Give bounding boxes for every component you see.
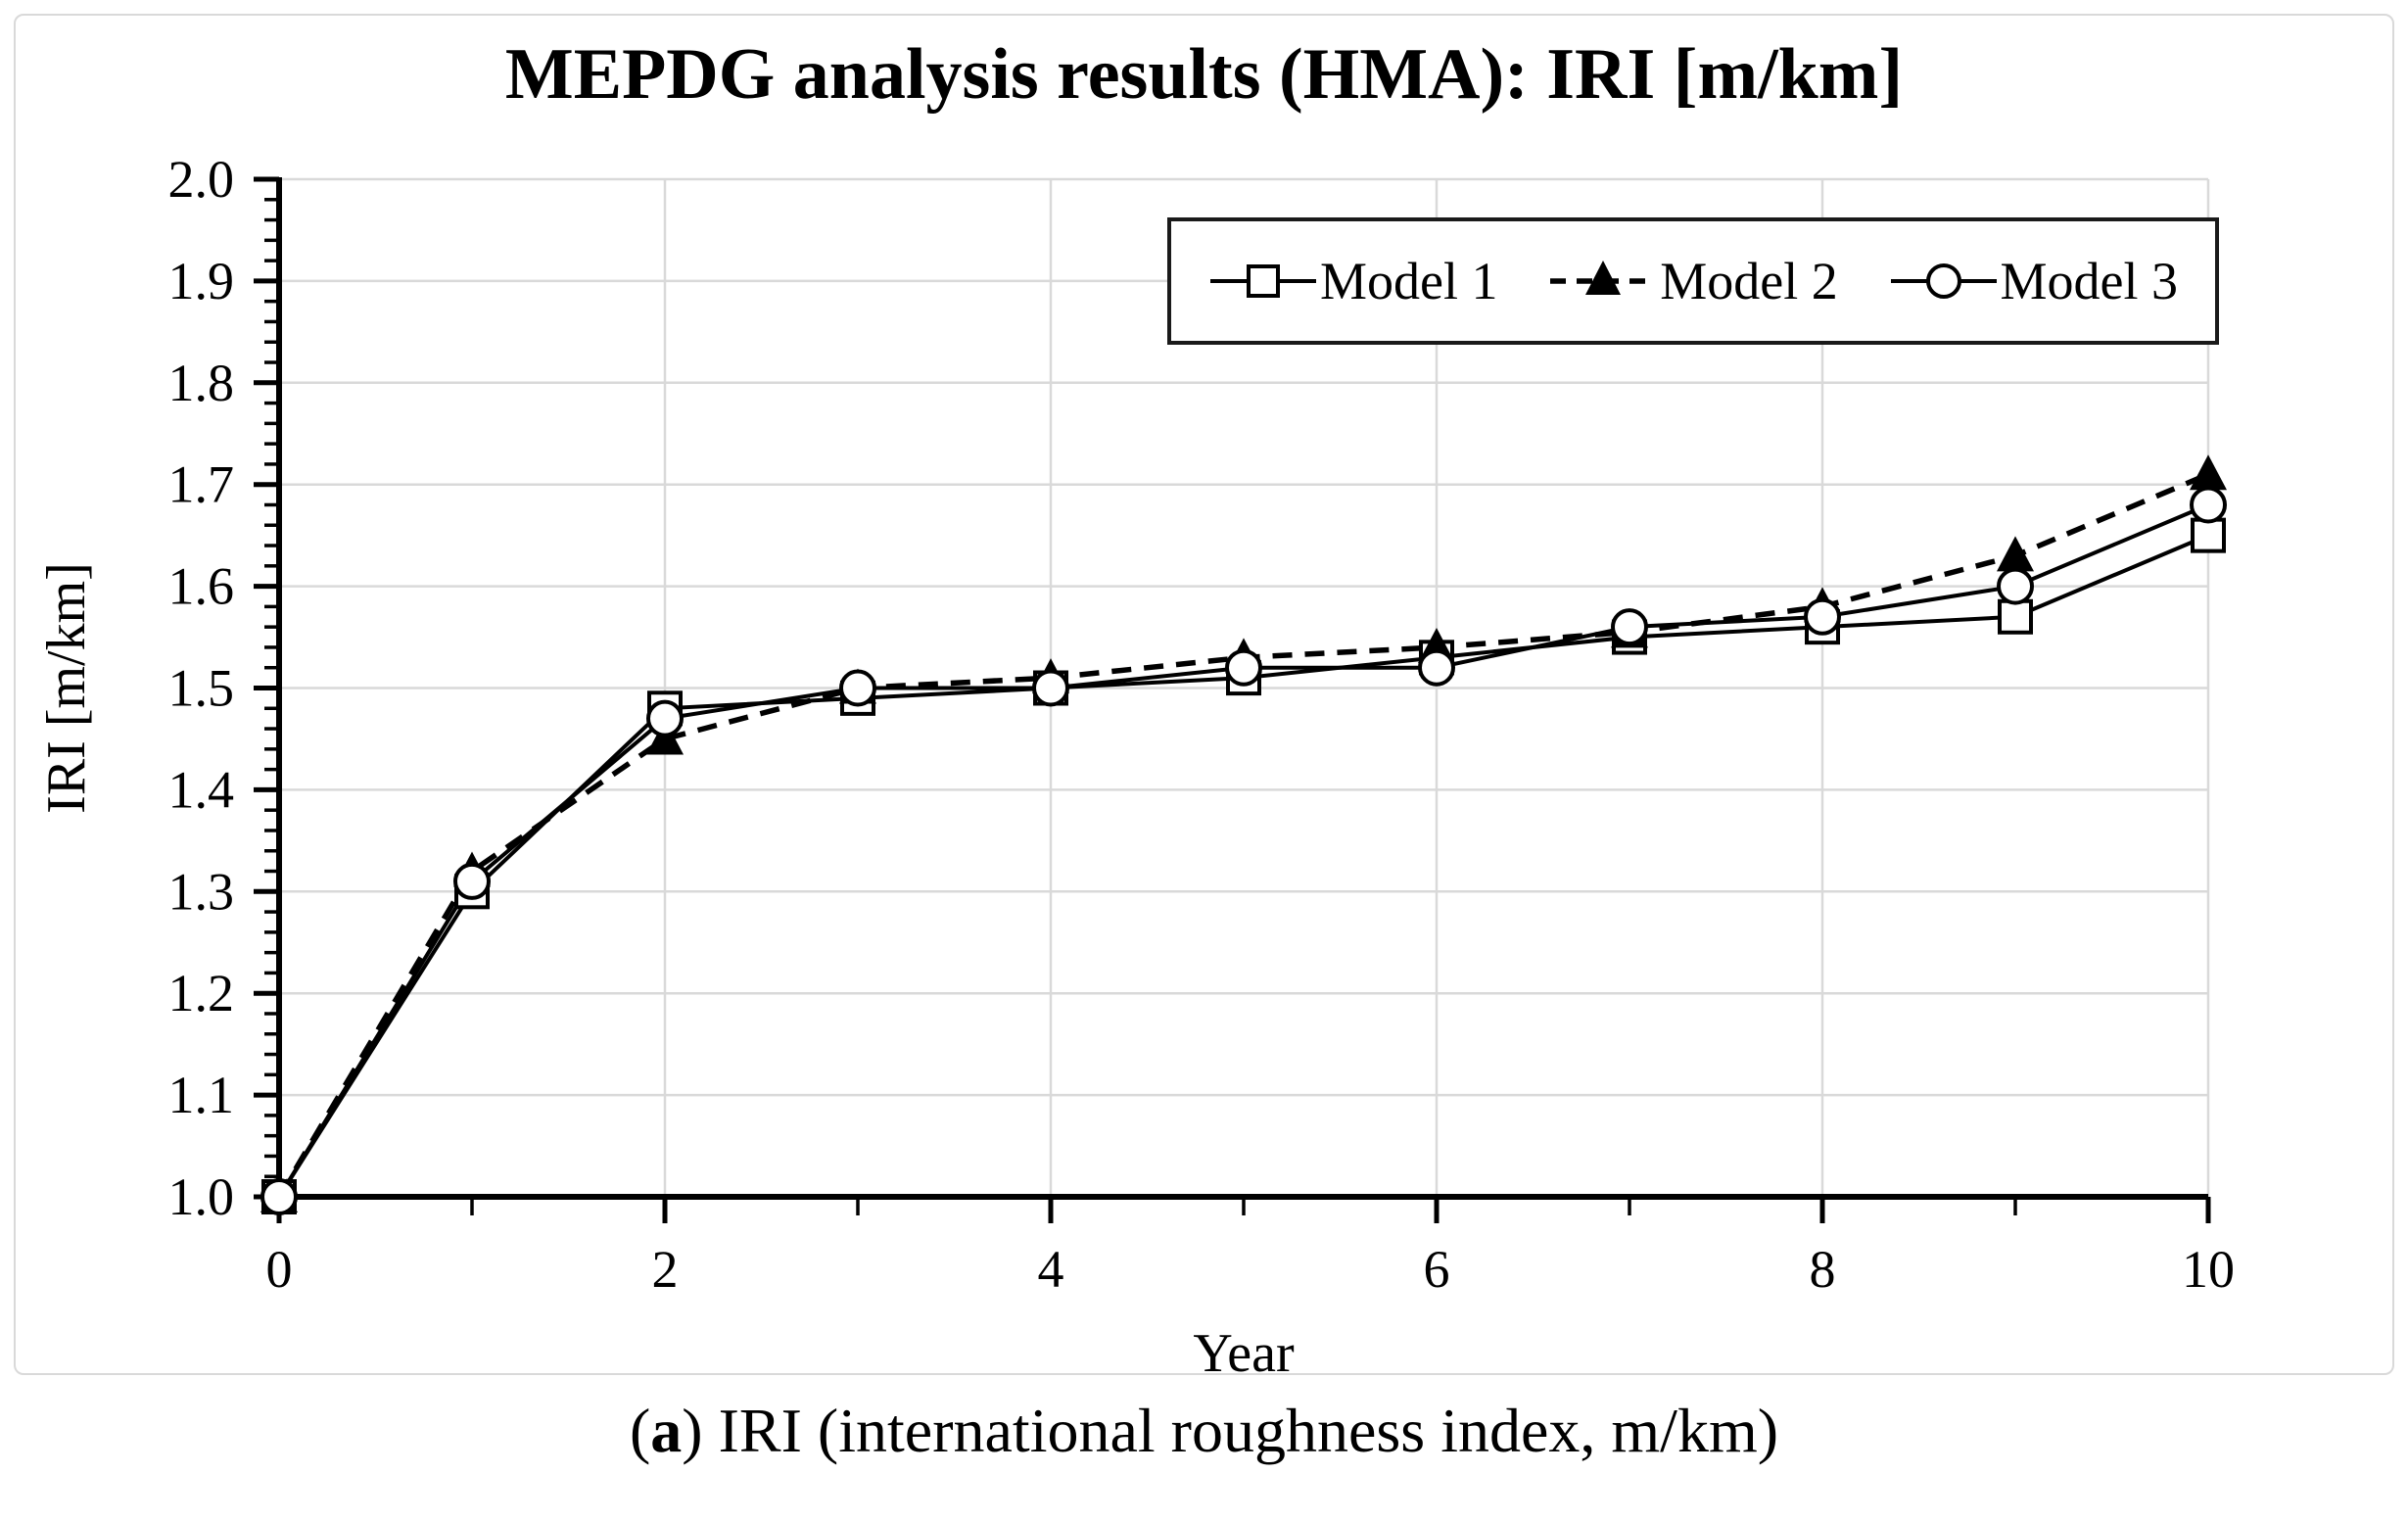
x-tick-label: 4: [1038, 1240, 1064, 1299]
model2-filled-triangle-icon: [1550, 261, 1657, 295]
legend-item-model-2: Model 2: [1548, 250, 1838, 312]
legend-label: Model 1: [1320, 252, 1498, 310]
x-tick-label: 10: [2182, 1240, 2235, 1299]
marker-open-square: [2191, 517, 2226, 553]
marker-open-circle: [1804, 597, 1841, 636]
y-tick-label: 1.0: [168, 1167, 235, 1226]
chart-title: MEPDG analysis results (HMA): IRI [m/km]: [504, 34, 1904, 115]
chart-legend: Model 1 Model 2 Model 3: [1167, 217, 2219, 345]
marker-open-circle: [1225, 648, 1262, 687]
marker-open-circle: [1611, 608, 1648, 646]
y-tick-label: 1.5: [168, 659, 235, 718]
marker-open-square: [1998, 598, 2033, 635]
marker-open-circle: [453, 862, 491, 900]
caption-text: ) IRI (international roughness index, m/…: [682, 1396, 1779, 1465]
caption-open-paren: (: [629, 1396, 651, 1465]
x-tick-label: 0: [266, 1240, 293, 1299]
x-tick-label: 6: [1424, 1240, 1450, 1299]
y-axis-label: IRI [m/km]: [36, 562, 97, 814]
y-tick-label: 1.6: [168, 557, 235, 616]
y-tick-label: 2.0: [168, 150, 235, 209]
series-line-2: [276, 471, 2210, 1199]
figure-caption: (a) IRI (international roughness index, …: [0, 1395, 2408, 1467]
legend-label: Model 3: [2000, 252, 2179, 310]
y-tick-label: 1.2: [168, 964, 235, 1022]
marker-open-circle: [1032, 669, 1069, 707]
series-line-1: [277, 533, 2209, 1199]
y-tick-label: 1.4: [168, 760, 235, 819]
marker-filled-triangle: [2190, 454, 2227, 491]
y-tick-label: 1.1: [168, 1066, 235, 1124]
y-tick-label: 1.3: [168, 862, 235, 921]
y-tick-label: 1.8: [168, 354, 235, 412]
x-axis-label: Year: [1193, 1323, 1295, 1384]
marker-open-circle: [260, 1178, 298, 1215]
y-tick-label: 1.7: [168, 455, 235, 514]
marker-open-circle: [646, 699, 684, 737]
legend-item-model-3: Model 3: [1889, 250, 2179, 312]
model3-open-circle-icon: [1890, 263, 1997, 299]
marker-open-circle: [839, 669, 876, 707]
legend-label: Model 2: [1660, 252, 1838, 310]
marker-open-circle: [1418, 648, 1455, 687]
model1-open-square-icon: [1210, 264, 1316, 298]
series-line-3: [277, 502, 2209, 1199]
marker-open-circle: [1997, 567, 2034, 605]
y-tick-label: 1.9: [168, 252, 235, 310]
marker-filled-triangle: [1997, 536, 2034, 572]
x-tick-label: 8: [1810, 1240, 1836, 1299]
caption-letter: a: [650, 1396, 683, 1465]
legend-item-model-1: Model 1: [1208, 250, 1498, 312]
marker-open-circle: [2190, 486, 2227, 524]
x-tick-label: 2: [652, 1240, 679, 1299]
